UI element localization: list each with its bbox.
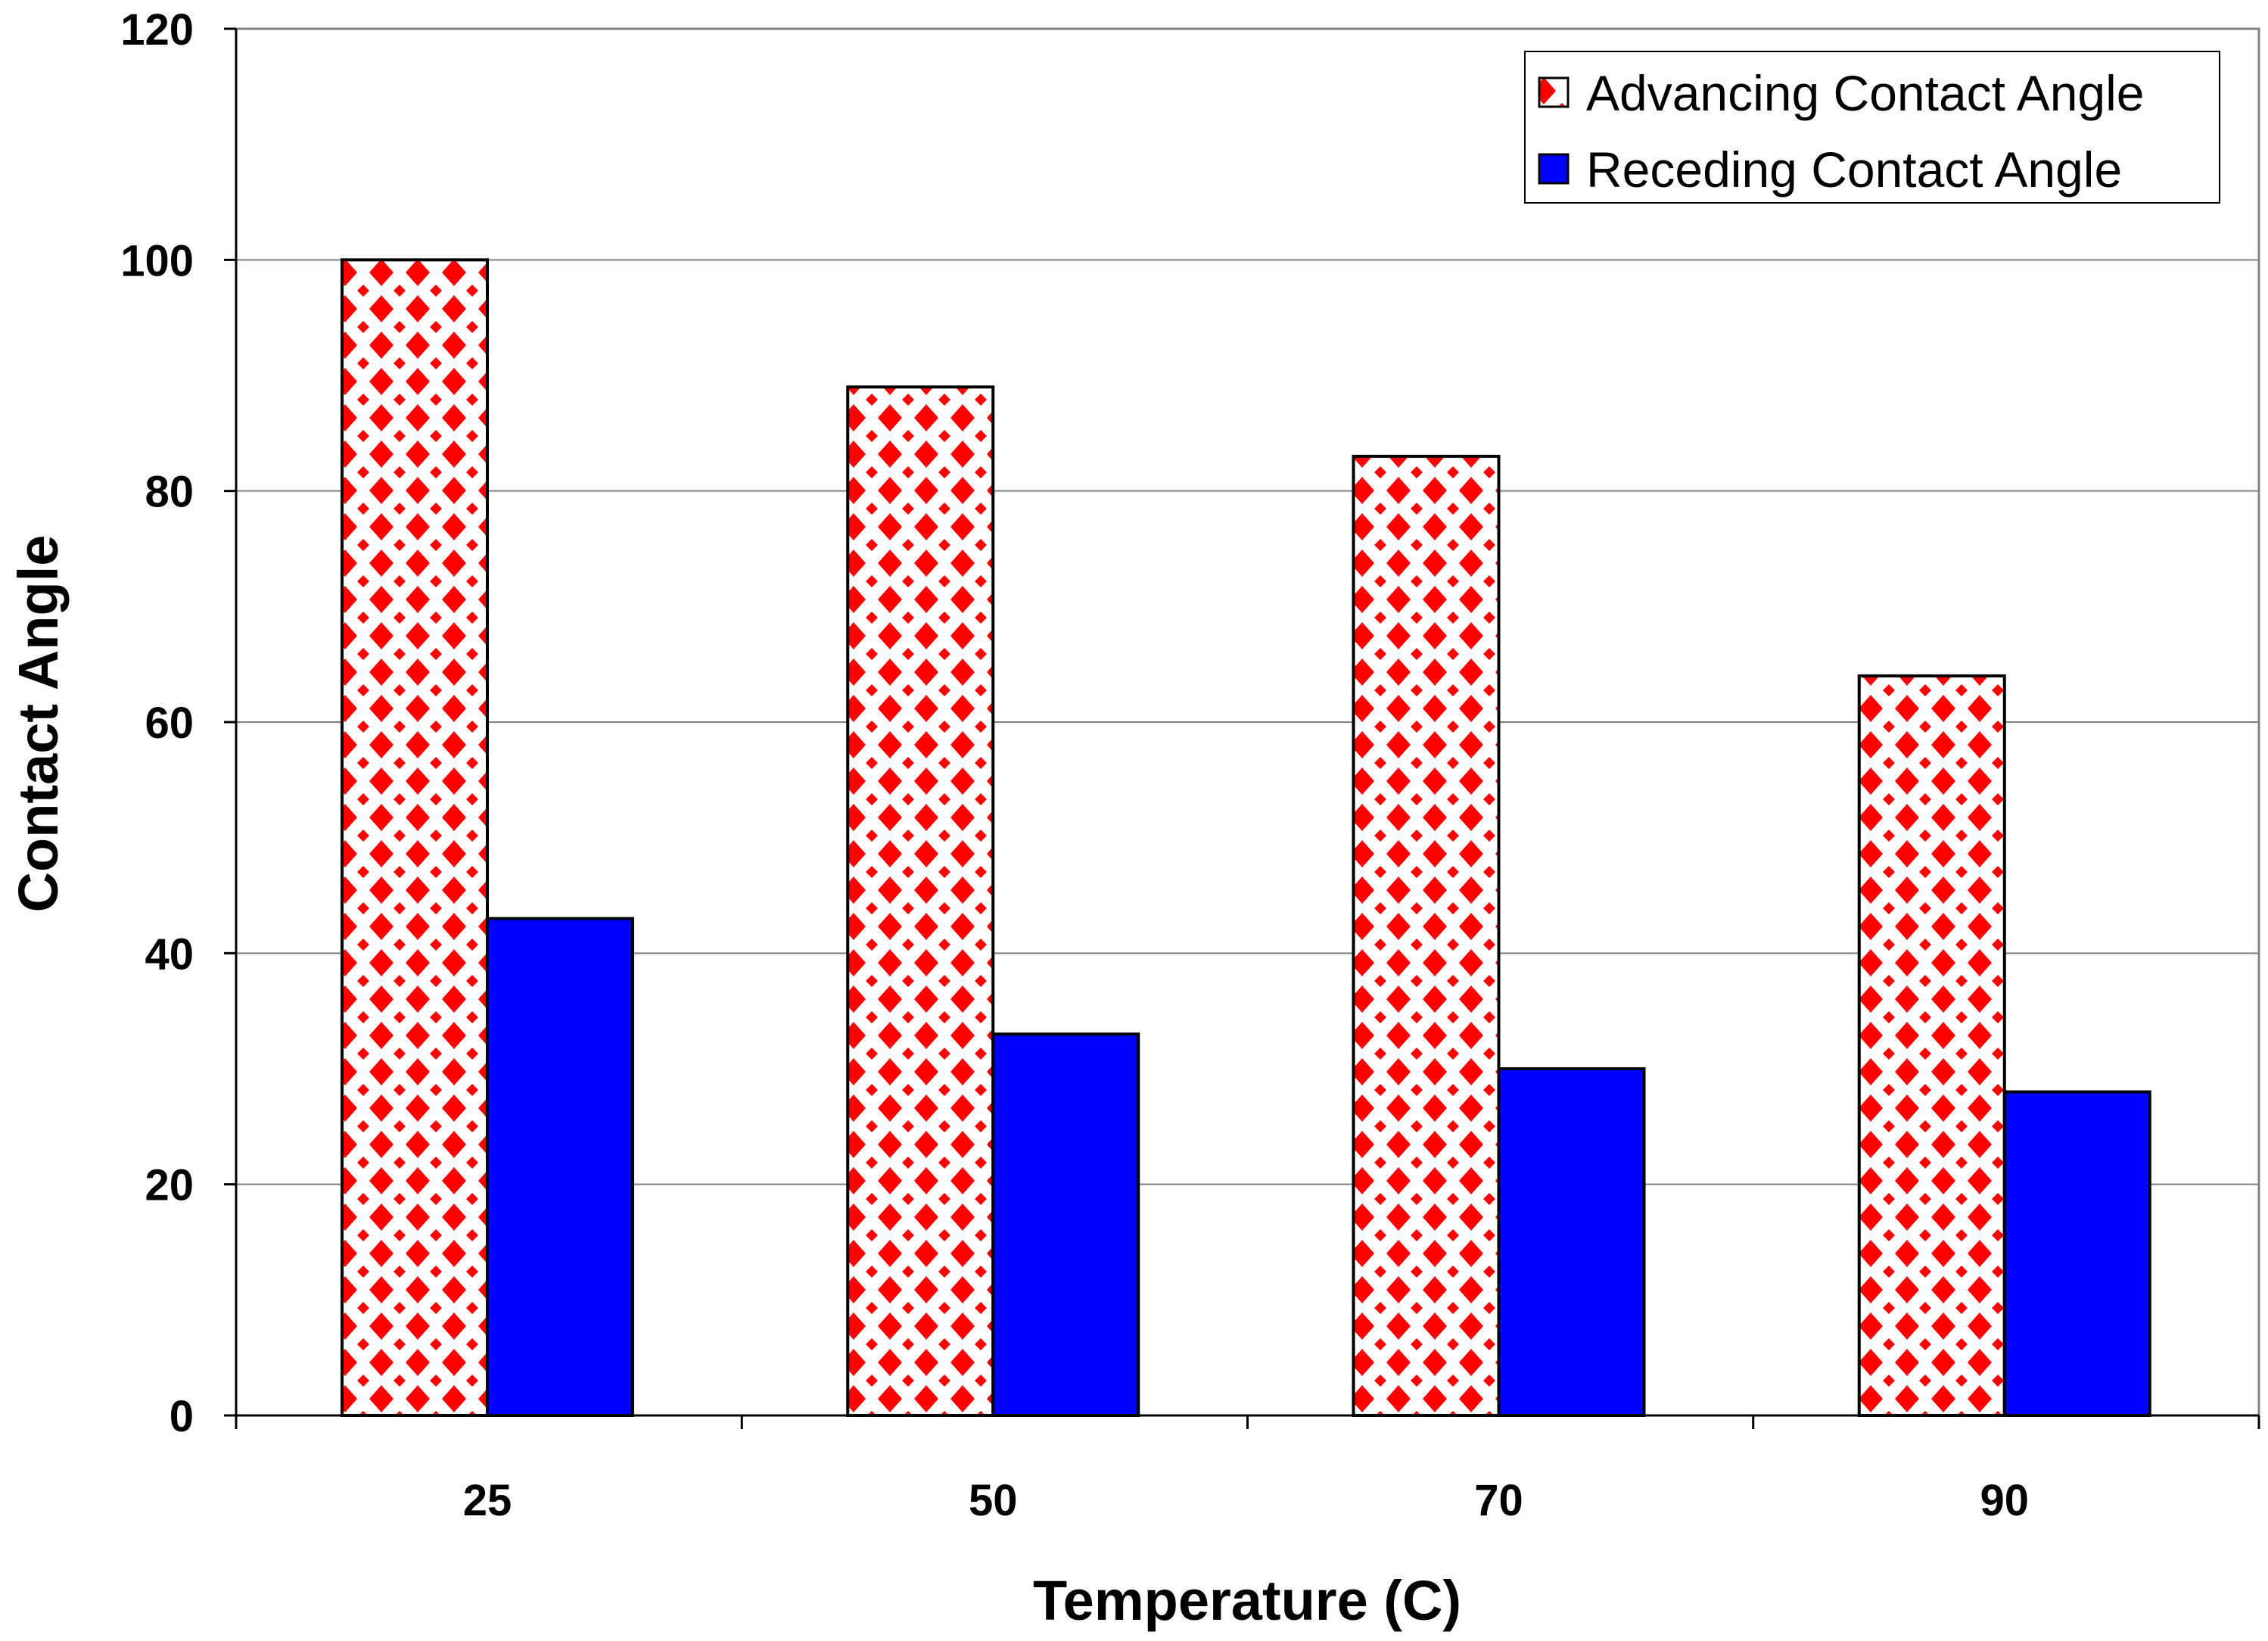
y-tick-label-0: 0: [170, 1392, 194, 1441]
y-tick-label-40: 40: [145, 929, 194, 979]
legend-label-receding: Receding Contact Angle: [1586, 142, 2122, 198]
bars: [341, 258, 2151, 1417]
x-axis-title: Temperature (C): [1033, 1569, 1461, 1632]
y-tick-label-60: 60: [145, 699, 194, 748]
bar-advancing-contact-angle-25: [341, 258, 489, 1417]
plot-area: 0 20 40 60 80 100 120 25 50 70 90: [120, 5, 2260, 1525]
legend-box: [1524, 51, 2220, 204]
y-ticks: 0 20 40 60 80 100 120: [120, 5, 236, 1441]
y-tick-label-100: 100: [120, 236, 194, 285]
bar-receding-contact-angle-70: [1497, 1067, 1646, 1417]
legend-label-advancing: Advancing Contact Angle: [1586, 65, 2145, 121]
x-tick-label-25: 25: [463, 1476, 512, 1525]
y-tick-label-20: 20: [145, 1161, 194, 1210]
legend-swatch-receding: [1538, 153, 1570, 185]
bar-receding-contact-angle-50: [991, 1032, 1140, 1417]
legend-swatch-advancing: [1538, 76, 1570, 108]
y-tick-label-80: 80: [145, 468, 194, 517]
bar-receding-contact-angle-90: [2002, 1090, 2151, 1417]
bar-advancing-contact-angle-90: [1857, 674, 2006, 1417]
x-tick-label-70: 70: [1474, 1476, 1523, 1525]
bar-advancing-contact-angle-70: [1352, 454, 1501, 1417]
x-tick-label-90: 90: [1980, 1476, 2029, 1525]
x-ticks: 25 50 70 90: [235, 1415, 2260, 1525]
y-tick-label-120: 120: [120, 5, 194, 54]
legend: Advancing Contact Angle Receding Contact…: [1524, 51, 2220, 204]
bar-advancing-contact-angle-50: [846, 385, 995, 1417]
bar-receding-contact-angle-25: [486, 917, 634, 1417]
y-axis-title: Contact Angle: [7, 535, 70, 913]
x-tick-label-50: 50: [969, 1476, 1018, 1525]
